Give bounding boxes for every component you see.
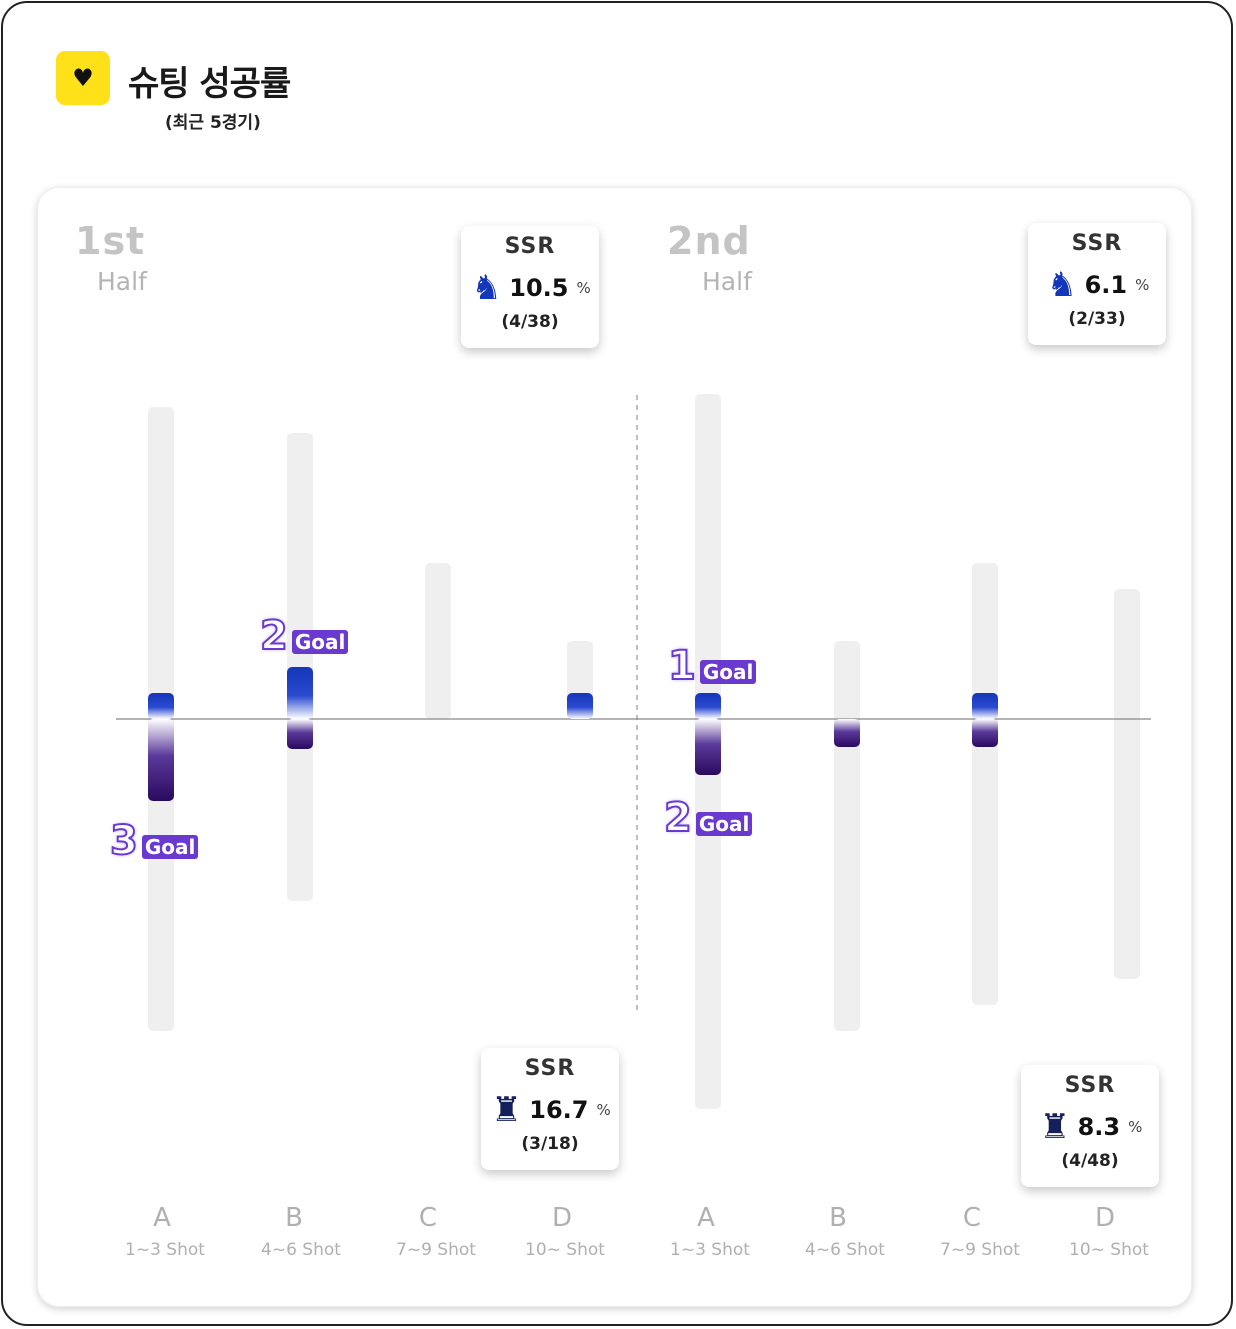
chelsea-goal-bar <box>695 693 721 719</box>
ssr-count: (4/38) <box>501 312 559 332</box>
axis-letter: C <box>418 1203 438 1233</box>
ssr-value: 6.1 <box>1084 271 1128 299</box>
axis-sub: 1~3 Shot <box>125 1240 205 1260</box>
ssr-label: SSR <box>524 1056 576 1081</box>
axis-sub: 7~9 Shot <box>396 1240 476 1260</box>
ssr-card-2nd-chelsea: SSR ♞ 6.1 % (2/33) <box>1028 223 1166 345</box>
chelsea-crest-icon: ♞ <box>471 268 502 308</box>
axis-sub: 1~3 Shot <box>670 1240 750 1260</box>
goal-word: Goal <box>699 660 757 684</box>
goal-count: 1 <box>667 642 697 690</box>
spurs-crest-icon: ♜ <box>491 1090 522 1130</box>
axis-sub: 4~6 Shot <box>261 1240 341 1260</box>
goal-word: Goal <box>695 812 753 836</box>
goal-label-2nd-a-spurs: 2 Goal <box>663 794 753 842</box>
goal-word: Goal <box>291 630 349 654</box>
axis-letter: B <box>285 1203 303 1233</box>
goal-count: 3 <box>109 817 139 865</box>
ssr-unit: % <box>1128 1118 1143 1136</box>
spurs-crest-icon: ♜ <box>1039 1107 1071 1147</box>
shot-track <box>1114 589 1140 979</box>
spurs-goal-bar <box>695 719 721 775</box>
ssr-card-1st-spurs: SSR ♜ 16.7 % (3/18) <box>481 1048 619 1170</box>
ssr-unit: % <box>576 279 591 297</box>
goal-count: 2 <box>259 612 289 660</box>
shot-track <box>834 641 860 1031</box>
heart-icon: ♥ <box>56 51 110 105</box>
ssr-label: SSR <box>1064 1073 1116 1098</box>
axis-letter: C <box>962 1203 982 1233</box>
axis-letter: D <box>1094 1203 1116 1233</box>
spurs-goal-bar <box>287 719 313 749</box>
axis-letter: A <box>153 1203 171 1233</box>
axis-sub: 10~ Shot <box>525 1240 605 1260</box>
ssr-value: 16.7 <box>529 1096 589 1124</box>
shot-track <box>425 563 451 719</box>
ssr-value: 10.5 <box>509 274 569 302</box>
half-2-sublabel: Half <box>702 267 752 296</box>
goal-label-1st-a-spurs: 3 Goal <box>109 817 199 865</box>
ssr-card-2nd-spurs: SSR ♜ 8.3 % (4/48) <box>1021 1065 1159 1187</box>
axis-sub: 7~9 Shot <box>940 1240 1020 1260</box>
ssr-count: (4/48) <box>1061 1151 1119 1171</box>
ssr-unit: % <box>1135 276 1150 294</box>
chelsea-goal-bar <box>972 693 998 719</box>
ssr-label: SSR <box>1071 231 1123 256</box>
spurs-goal-bar <box>972 719 998 747</box>
goal-word: Goal <box>141 835 199 859</box>
ssr-value: 8.3 <box>1077 1113 1121 1141</box>
goal-label-1st-b-chelsea: 2 Goal <box>259 612 349 660</box>
ssr-count: (3/18) <box>521 1134 579 1154</box>
widget-title: 슈팅 성공률 <box>128 64 291 104</box>
axis-letter: A <box>697 1203 715 1233</box>
goal-label-2nd-a-chelsea: 1 Goal <box>667 642 757 690</box>
spurs-goal-bar <box>148 719 174 801</box>
axis-letter: B <box>829 1203 847 1233</box>
spurs-goal-bar <box>834 719 860 747</box>
half-2-label: 2nd <box>667 219 751 263</box>
chelsea-goal-bar <box>287 667 313 719</box>
chelsea-crest-icon: ♞ <box>1046 265 1078 305</box>
half-1-sublabel: Half <box>97 267 147 296</box>
half-1-label: 1st <box>75 219 146 263</box>
chelsea-goal-bar <box>148 693 174 719</box>
ssr-unit: % <box>596 1101 611 1119</box>
ssr-count: (2/33) <box>1068 309 1126 329</box>
chelsea-goal-bar <box>567 693 593 719</box>
widget-subtitle: (최근 5경기) <box>165 113 261 133</box>
axis-letter: D <box>551 1203 573 1233</box>
axis-sub: 4~6 Shot <box>805 1240 885 1260</box>
ssr-card-1st-chelsea: SSR ♞ 10.5 % (4/38) <box>461 226 599 348</box>
shot-track <box>972 563 998 1005</box>
goal-count: 2 <box>663 794 693 842</box>
ssr-label: SSR <box>504 234 556 259</box>
axis-sub: 10~ Shot <box>1069 1240 1149 1260</box>
